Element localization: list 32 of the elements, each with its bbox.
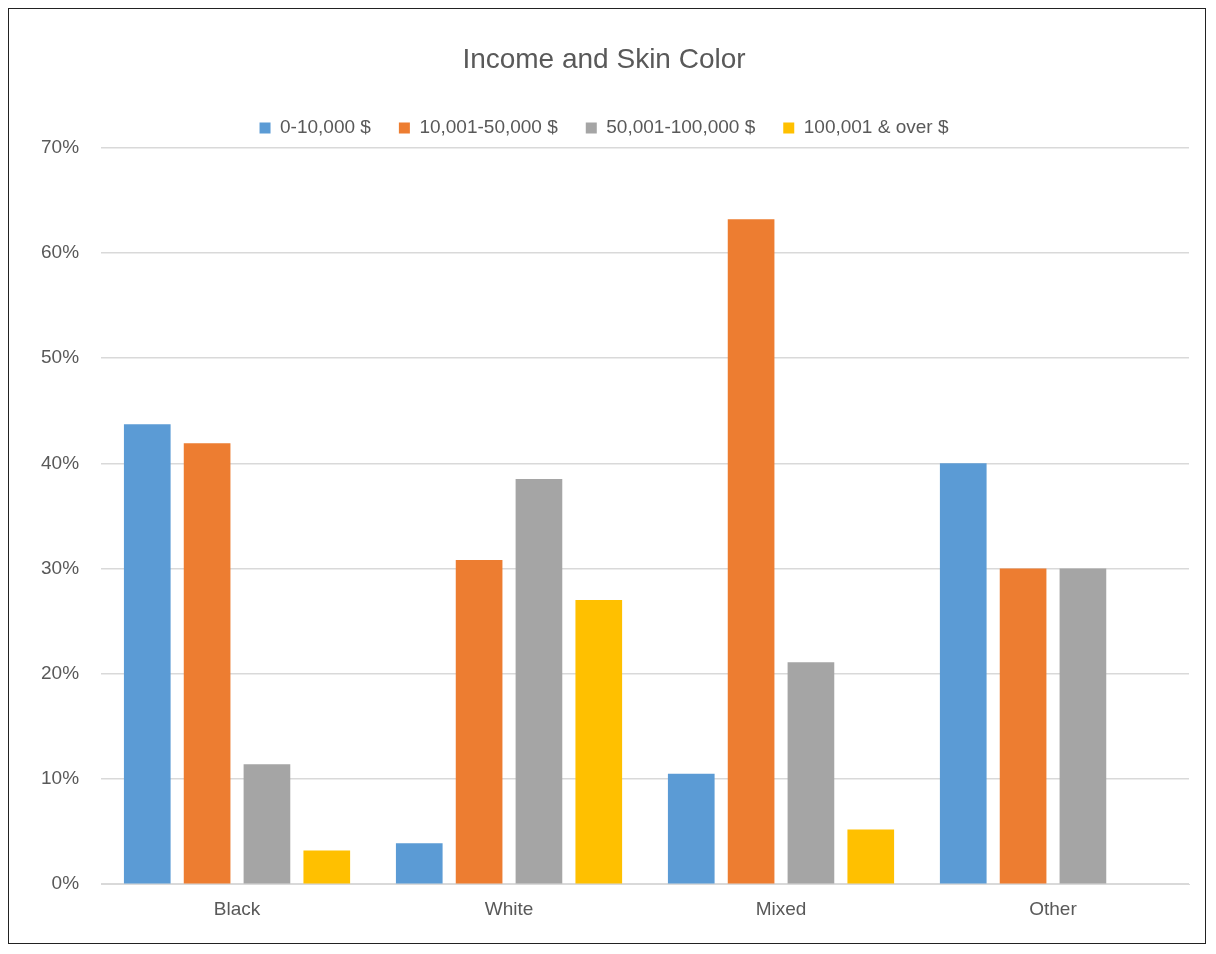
y-tick-label: 40% — [41, 451, 80, 473]
y-tick-label: 70% — [41, 135, 80, 157]
bar — [575, 600, 623, 884]
legend-label: 50,001-100,000 $ — [606, 116, 756, 138]
legend-label: 100,001 & over $ — [803, 116, 949, 138]
bar — [727, 219, 775, 884]
legend-label: 0-10,000 $ — [280, 116, 372, 138]
bar — [847, 829, 895, 884]
bar — [303, 850, 351, 884]
y-tick-label: 50% — [41, 346, 80, 368]
y-tick-label: 60% — [41, 241, 80, 263]
y-tick-label: 0% — [51, 872, 80, 894]
bar — [939, 463, 987, 884]
bar — [1059, 568, 1107, 884]
y-tick-label: 20% — [41, 661, 80, 683]
y-tick-label: 30% — [41, 556, 80, 578]
bar — [515, 479, 563, 884]
bar — [395, 843, 443, 884]
bar — [455, 560, 503, 884]
bar — [667, 773, 715, 884]
x-tick-label: White — [484, 897, 534, 919]
legend-label: 10,001-50,000 $ — [419, 116, 559, 138]
chart-title: Income and Skin Color — [462, 42, 746, 74]
x-tick-label: Mixed — [755, 897, 807, 919]
bar — [787, 662, 835, 884]
x-tick-label: Black — [213, 897, 261, 919]
bar — [999, 568, 1047, 884]
bar — [183, 443, 231, 884]
bar — [123, 424, 171, 884]
x-tick-label: Other — [1029, 897, 1078, 919]
bar — [243, 764, 291, 884]
y-tick-label: 10% — [41, 767, 80, 789]
